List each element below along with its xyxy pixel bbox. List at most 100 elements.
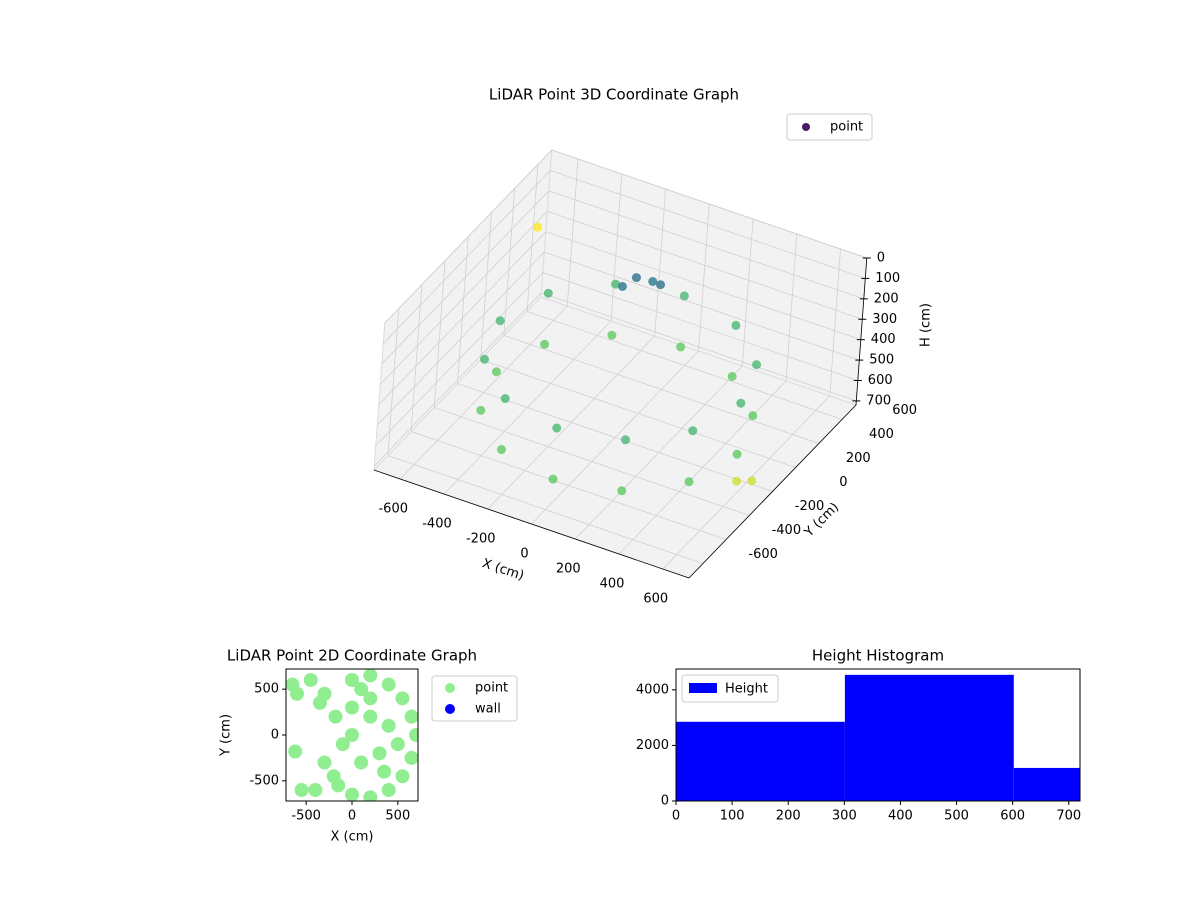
grid-line (541, 292, 857, 402)
point (631, 273, 641, 283)
point (290, 686, 304, 701)
point (496, 445, 506, 455)
point (540, 339, 550, 349)
grid-line (551, 149, 867, 259)
x-axis-label: X (cm) (480, 556, 526, 584)
x-tick-label: 200 (556, 562, 581, 577)
grid-line (480, 359, 796, 468)
grid-line (457, 383, 773, 492)
grid-line (434, 407, 750, 516)
y-tick-label: -200 (795, 499, 825, 514)
point (372, 746, 387, 761)
z-tick-label: 300 (872, 312, 897, 327)
point (308, 783, 323, 797)
chart-title: LiDAR Point 2D Coordinate Graph (227, 647, 477, 665)
point (617, 486, 627, 496)
legend-marker (445, 683, 455, 693)
grid-line (526, 311, 843, 420)
point (354, 682, 369, 697)
point (381, 783, 396, 797)
y-tick-label: 0 (271, 728, 279, 743)
x-tick-label: 0 (520, 547, 528, 562)
legend-label: point (475, 681, 508, 696)
x-tick-label: 600 (1000, 809, 1025, 824)
grid-line (383, 170, 551, 344)
y-tick-label: 200 (846, 451, 871, 466)
x-tick-label: 400 (600, 577, 625, 592)
point (395, 769, 410, 784)
point (404, 709, 418, 724)
grid-line (547, 210, 863, 320)
grid-line (381, 190, 550, 365)
point (727, 371, 737, 381)
plot-area (286, 669, 418, 801)
point (688, 426, 698, 436)
axis-line (373, 469, 690, 579)
point (533, 222, 543, 232)
grid-line (550, 170, 866, 279)
point (381, 677, 396, 692)
point (676, 342, 686, 352)
grid-line (378, 231, 547, 405)
point (317, 686, 332, 701)
legend-marker (445, 704, 455, 714)
bar (1013, 767, 1080, 801)
x-tick-label: -500 (291, 809, 321, 824)
point (621, 435, 631, 445)
grid-line (387, 455, 704, 564)
y-tick-label: 4000 (636, 682, 669, 697)
x-tick-label: 400 (888, 809, 913, 824)
point (288, 744, 303, 759)
legend-label: wall (475, 702, 501, 717)
grid-line (410, 431, 727, 540)
point (381, 718, 396, 733)
point (748, 411, 758, 421)
x-tick-label: 200 (776, 809, 801, 824)
x-tick-label: -400 (422, 517, 452, 532)
z-axis-label: H (cm) (919, 303, 934, 347)
point (345, 673, 359, 687)
z-tick-label: 400 (871, 332, 896, 347)
axes-frame (675, 668, 1081, 802)
point (732, 476, 742, 486)
y-tick-label: 600 (892, 403, 917, 418)
point (648, 276, 658, 286)
y-tick-label: 400 (869, 427, 894, 442)
bar (844, 674, 1014, 801)
legend-label: point (830, 120, 863, 135)
chart-title: Height Histogram (812, 647, 944, 665)
point (656, 280, 666, 290)
legend-marker (802, 123, 810, 131)
y-tick-label: -400 (772, 523, 802, 538)
x-tick-label: -200 (466, 532, 496, 547)
x-axis-label: X (cm) (331, 830, 374, 845)
legend-box (431, 675, 518, 722)
chart-title: LiDAR Point 3D Coordinate Graph (489, 86, 739, 104)
legend-box (786, 113, 873, 141)
x-tick-label: 0 (348, 809, 356, 824)
legend-swatch (689, 683, 717, 693)
y-tick-label: 2000 (636, 738, 669, 753)
point (617, 281, 627, 291)
y-tick-label: 0 (661, 794, 669, 809)
point (328, 709, 343, 724)
x-tick-label: 500 (385, 809, 410, 824)
grid-line (384, 149, 553, 324)
x-tick-label: 600 (643, 592, 668, 607)
point (548, 474, 558, 484)
grid-line (545, 231, 861, 341)
point (480, 354, 490, 364)
z-tick-label: 200 (874, 291, 899, 306)
point (500, 394, 510, 404)
y-tick-label: -500 (249, 773, 279, 788)
point (552, 423, 562, 433)
point (476, 405, 486, 415)
z-tick-label: 100 (875, 271, 900, 286)
grid-line (503, 335, 820, 444)
point (731, 320, 741, 330)
axis-line (855, 257, 868, 406)
axis-line (688, 404, 857, 579)
grid-line (375, 272, 544, 446)
point (331, 778, 346, 793)
point (377, 764, 392, 779)
